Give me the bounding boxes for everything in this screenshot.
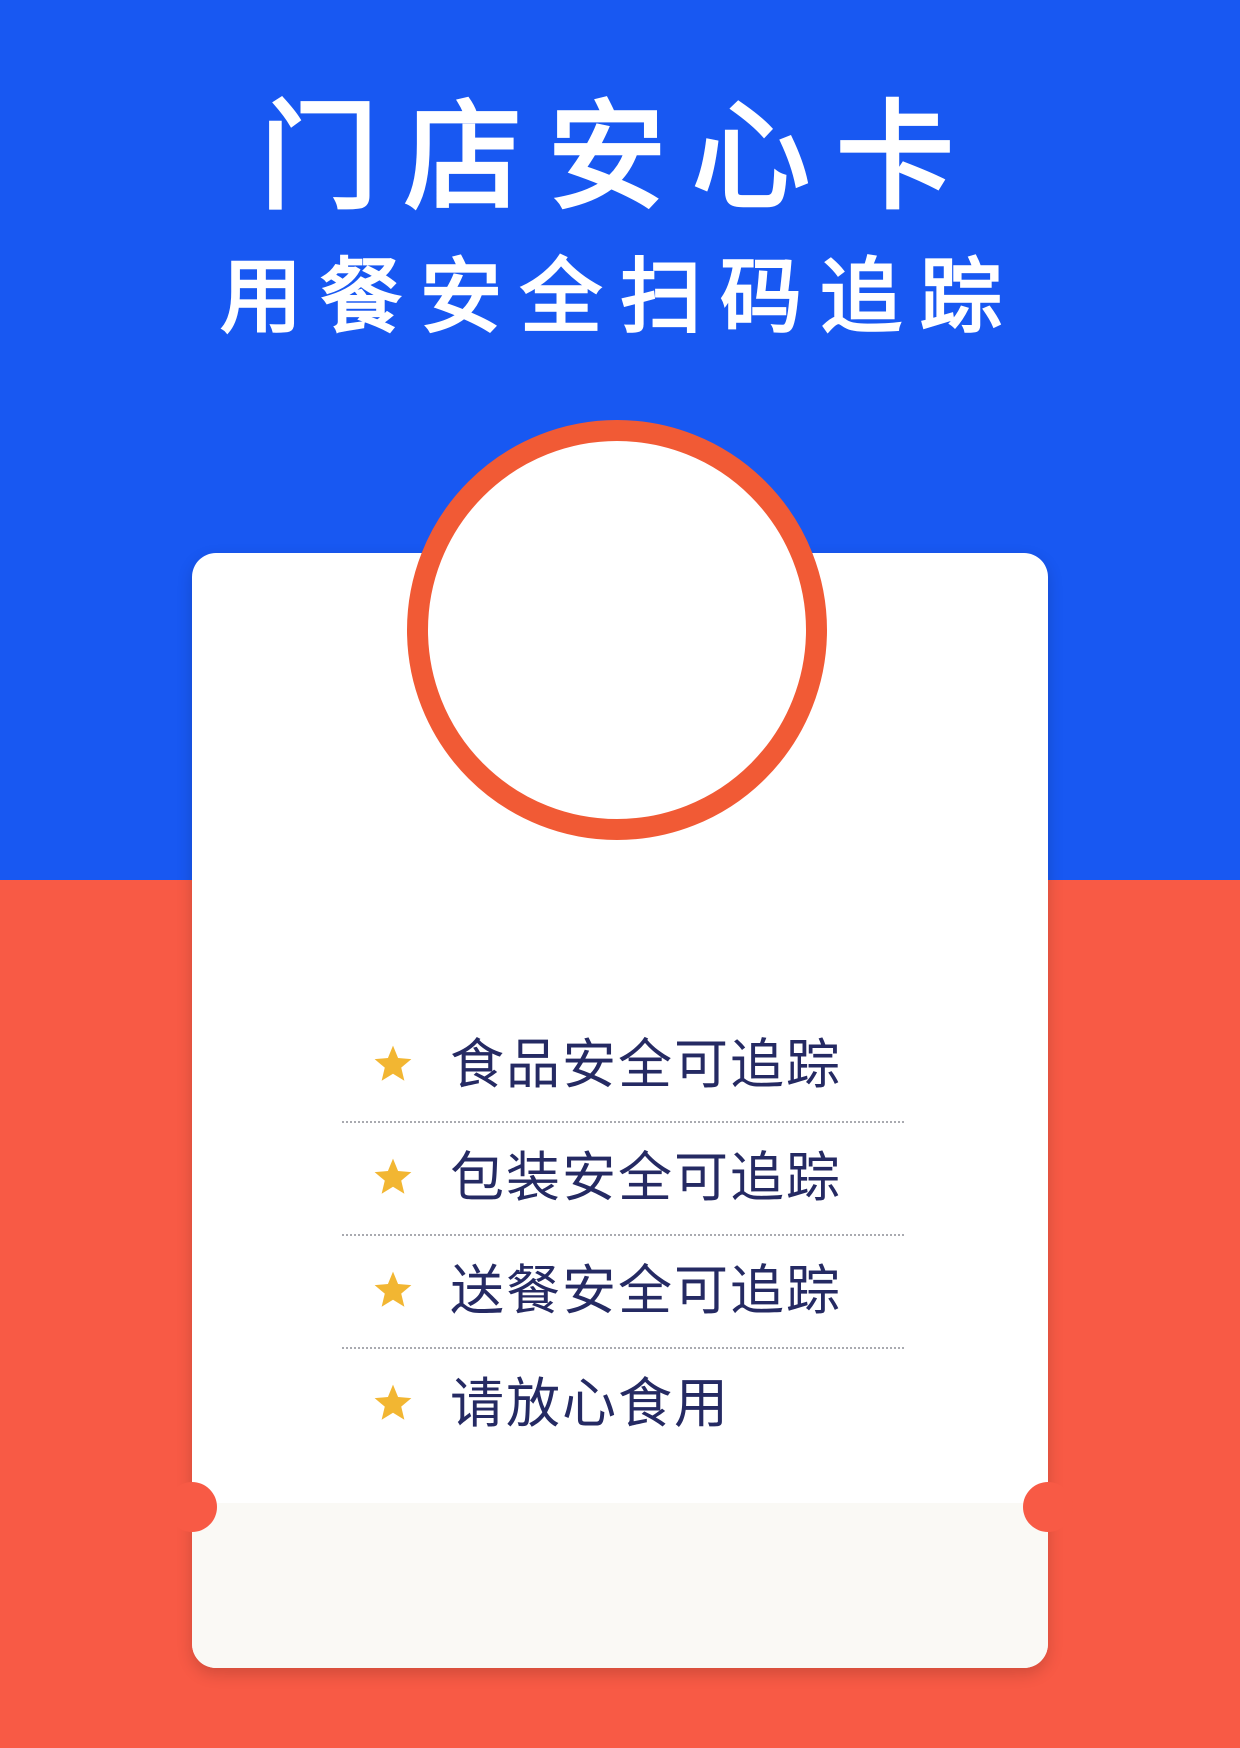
card-stub bbox=[192, 1503, 1048, 1668]
page-subtitle: 用餐安全扫码追踪 bbox=[219, 250, 1020, 345]
card-notch-left bbox=[167, 1482, 217, 1532]
star-icon bbox=[374, 1271, 412, 1307]
card-notch-right bbox=[1023, 1482, 1073, 1532]
feature-text: 送餐安全可追踪 bbox=[450, 1259, 842, 1322]
page-title: 门店安心卡 bbox=[259, 88, 980, 226]
feature-item: 请放心食用 bbox=[342, 1349, 904, 1462]
feature-text: 包装安全可追踪 bbox=[450, 1146, 842, 1209]
feature-item: 送餐安全可追踪 bbox=[342, 1236, 904, 1349]
feature-text: 食品安全可追踪 bbox=[450, 1033, 842, 1096]
badge-circle bbox=[407, 420, 827, 840]
feature-item: 包装安全可追踪 bbox=[342, 1123, 904, 1236]
star-icon bbox=[374, 1045, 412, 1081]
feature-list: 食品安全可追踪 包装安全可追踪 送餐安全可追踪 请放心食用 bbox=[342, 1010, 904, 1462]
feature-text: 请放心食用 bbox=[450, 1372, 730, 1435]
safety-card bbox=[192, 553, 1048, 1668]
star-icon bbox=[374, 1384, 412, 1420]
feature-item: 食品安全可追踪 bbox=[342, 1010, 904, 1123]
star-icon bbox=[374, 1158, 412, 1194]
